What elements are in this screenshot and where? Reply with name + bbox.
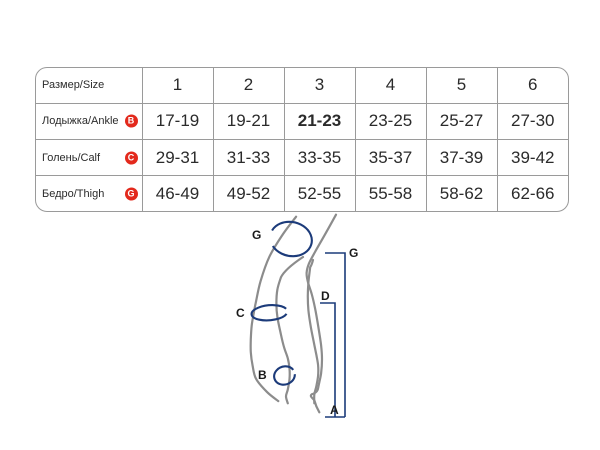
svg-text:G: G — [252, 228, 261, 242]
svg-text:B: B — [258, 368, 267, 382]
svg-text:G: G — [349, 246, 358, 260]
svg-text:D: D — [321, 289, 330, 303]
svg-text:A: A — [330, 403, 339, 417]
svg-text:C: C — [236, 306, 245, 320]
